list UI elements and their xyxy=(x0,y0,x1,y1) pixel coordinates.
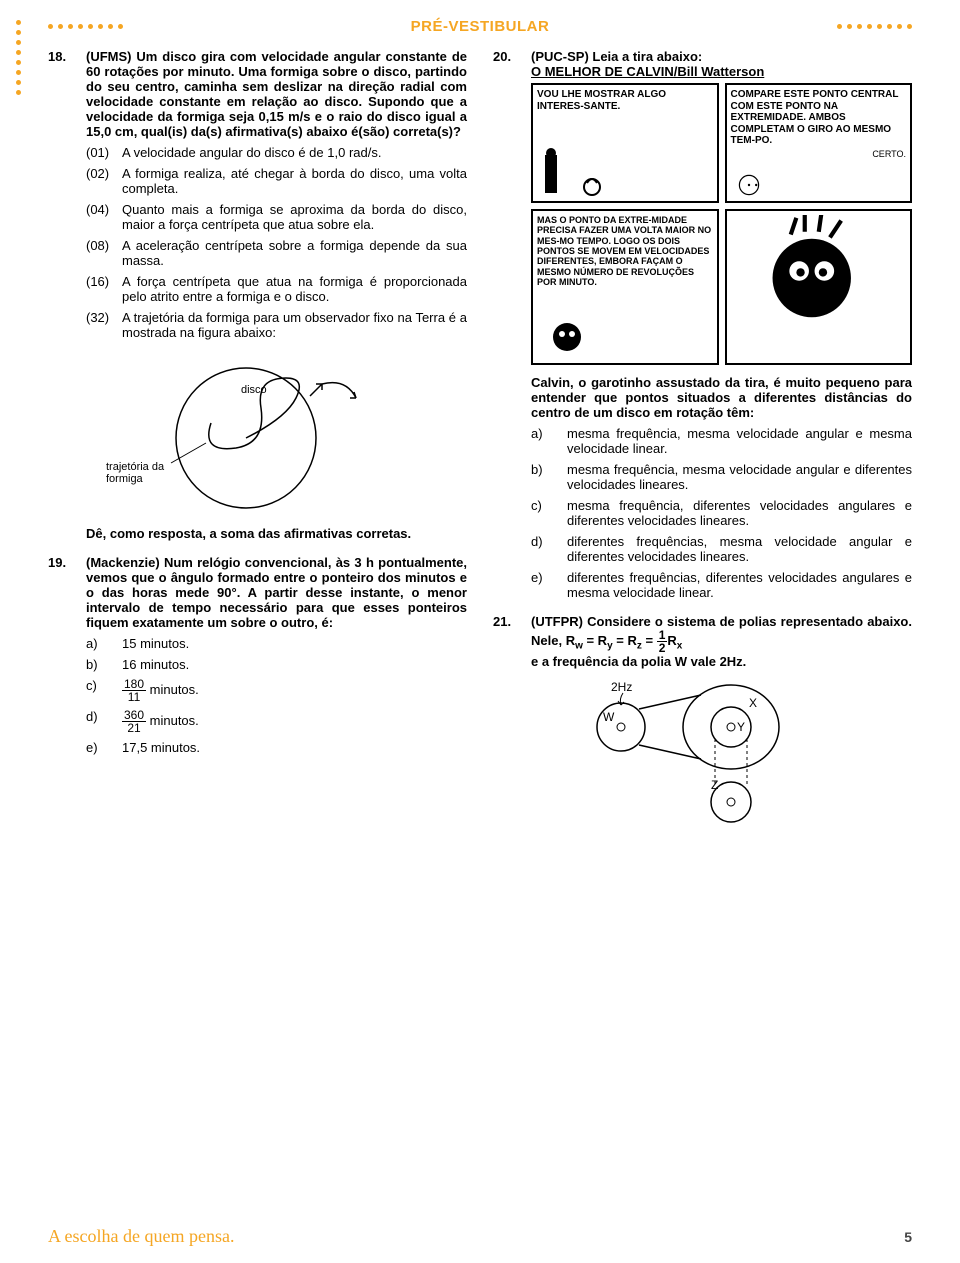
q21-number: 21. xyxy=(493,614,523,629)
comic-row-2: MAS O PONTO DA EXTRE-MIDADE PRECISA FAZE… xyxy=(531,209,912,365)
q19-opt-c: c)18011 minutos. xyxy=(86,678,467,703)
left-column: 18. (UFMS) Um disco gira com velocidade … xyxy=(48,49,467,841)
page: PRÉ-VESTIBULAR 18. (UFMS) Um disco gira … xyxy=(0,0,960,1263)
svg-text:disco: disco xyxy=(241,384,267,396)
q20-body: Calvin, o garotinho assustado da tira, é… xyxy=(531,375,912,420)
question-19: 19. (Mackenzie) Num relógio convencional… xyxy=(48,555,467,755)
page-footer: A escolha de quem pensa. 5 xyxy=(48,1226,912,1247)
right-column: 20. (PUC-SP) Leia a tira abaixo: O MELHO… xyxy=(493,49,912,841)
q19-options: a)15 minutos. b)16 minutos. c)18011 minu… xyxy=(86,636,467,755)
q19-text: (Mackenzie) Num relógio convencional, às… xyxy=(86,555,467,630)
q21-figure: 2Hz W X Y xyxy=(531,677,912,827)
q19-opt-b: b)16 minutos. xyxy=(86,657,467,672)
svg-text:W: W xyxy=(603,710,615,724)
q18-figure: disco trajetória daformiga xyxy=(86,348,467,518)
question-18: 18. (UFMS) Um disco gira com velocidade … xyxy=(48,49,467,541)
svg-text:X: X xyxy=(749,696,757,710)
q20-opt-e: e)diferentes frequências, diferentes vel… xyxy=(531,570,912,600)
question-21: 21. (UTFPR) Considere o sistema de polia… xyxy=(493,614,912,827)
q21-text: (UTFPR) Considere o sistema de polias re… xyxy=(531,614,912,669)
side-dots xyxy=(16,20,21,95)
q20-number: 20. xyxy=(493,49,523,64)
svg-text:trajetória daformiga: trajetória daformiga xyxy=(106,461,165,485)
q18-footer: Dê, como resposta, a soma das afirmativa… xyxy=(86,526,467,541)
page-header: PRÉ-VESTIBULAR xyxy=(48,18,912,35)
q19-opt-a: a)15 minutos. xyxy=(86,636,467,651)
q19-opt-d: d)36021 minutos. xyxy=(86,709,467,734)
q18-item: (02)A formiga realiza, até chegar à bord… xyxy=(86,166,467,196)
question-20: 20. (PUC-SP) Leia a tira abaixo: O MELHO… xyxy=(493,49,912,600)
q20-opt-b: b)mesma frequência, mesma velocidade ang… xyxy=(531,462,912,492)
q18-items: (01)A velocidade angular do disco é de 1… xyxy=(86,145,467,340)
q19-number: 19. xyxy=(48,555,78,570)
comic-title: O MELHOR DE CALVIN/Bill Watterson xyxy=(531,64,912,79)
q20-options: a)mesma frequência, mesma velocidade ang… xyxy=(531,426,912,600)
q20-intro: (PUC-SP) Leia a tira abaixo: xyxy=(531,49,702,64)
header-title: PRÉ-VESTIBULAR xyxy=(411,18,550,35)
q18-item: (08)A aceleração centrípeta sobre a form… xyxy=(86,238,467,268)
content-columns: 18. (UFMS) Um disco gira com velocidade … xyxy=(48,49,912,841)
q20-opt-a: a)mesma frequência, mesma velocidade ang… xyxy=(531,426,912,456)
q18-item: (04)Quanto mais a formiga se aproxima da… xyxy=(86,202,467,232)
comic-panel-1: VOU LHE MOSTRAR ALGO INTERES-SANTE. xyxy=(531,83,719,203)
svg-text:Z: Z xyxy=(711,778,718,792)
page-number: 5 xyxy=(904,1229,912,1245)
svg-text:Y: Y xyxy=(737,720,745,734)
comic-row-1: VOU LHE MOSTRAR ALGO INTERES-SANTE. COMP… xyxy=(531,83,912,203)
footer-tagline: A escolha de quem pensa. xyxy=(48,1226,234,1247)
comic-panel-2: COMPARE ESTE PONTO CENTRAL COM ESTE PONT… xyxy=(725,83,913,203)
q18-text: (UFMS) Um disco gira com velocidade angu… xyxy=(86,49,467,139)
q20-opt-c: c)mesma frequência, diferentes velocidad… xyxy=(531,498,912,528)
q18-item: (01)A velocidade angular do disco é de 1… xyxy=(86,145,467,160)
q18-item: (16)A força centrípeta que atua na formi… xyxy=(86,274,467,304)
q19-opt-e: e)17,5 minutos. xyxy=(86,740,467,755)
q18-number: 18. xyxy=(48,49,78,64)
comic-panel-3: MAS O PONTO DA EXTRE-MIDADE PRECISA FAZE… xyxy=(531,209,719,365)
q20-opt-d: d)diferentes frequências, mesma velocida… xyxy=(531,534,912,564)
q18-item: (32)A trajetória da formiga para um obse… xyxy=(86,310,467,340)
svg-text:2Hz: 2Hz xyxy=(611,680,632,694)
comic-panel-4 xyxy=(725,209,913,365)
